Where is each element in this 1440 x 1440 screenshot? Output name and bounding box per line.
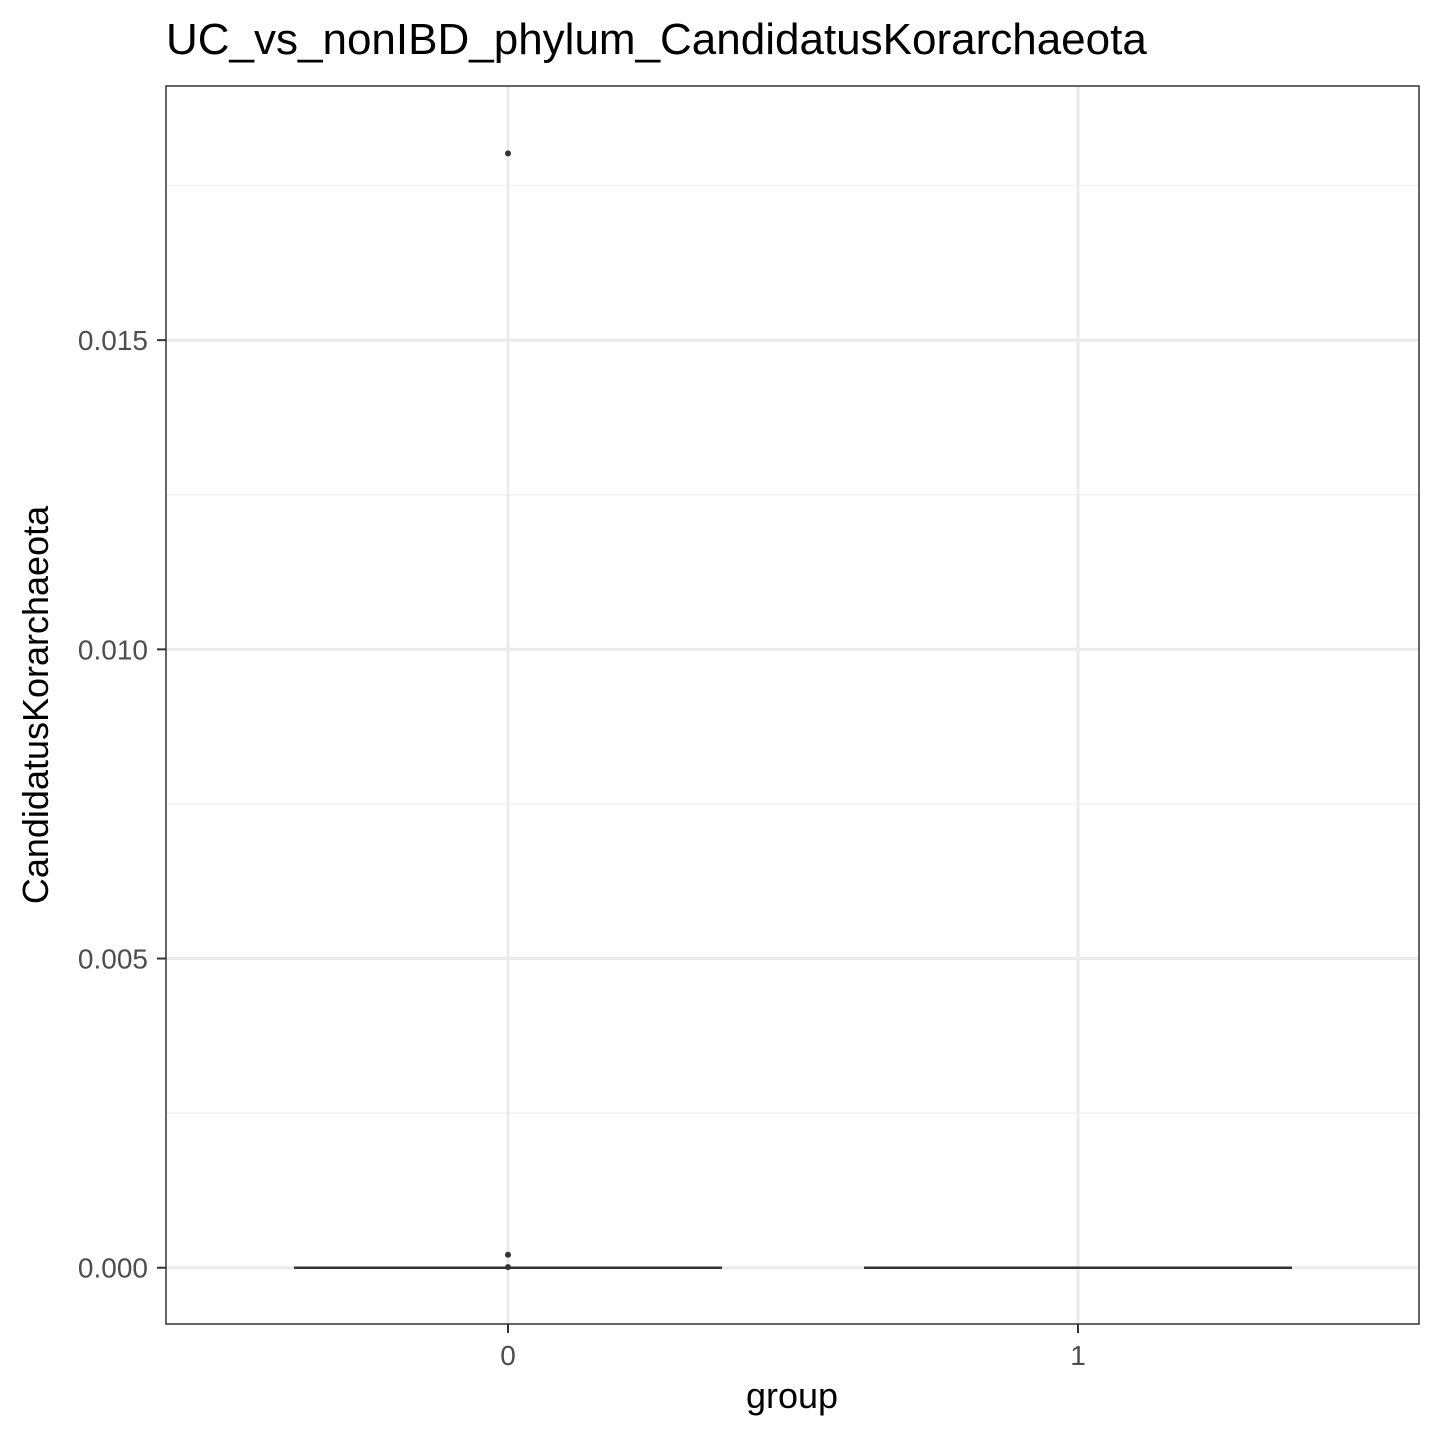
outlier-point [505,1264,511,1271]
panel-border [165,85,1420,1325]
x-axis-title: group [746,1375,838,1416]
x-tick-label: 0 [500,1340,516,1371]
y-tick-label: 0.000 [78,1253,148,1284]
grid [166,86,1419,1324]
y-tick-label: 0.015 [78,325,148,356]
x-tick-label: 1 [1070,1340,1086,1371]
outlier-points [505,150,511,1271]
y-tick-label: 0.005 [78,944,148,975]
chart-title: UC_vs_nonIBD_phylum_CandidatusKorarchaeo… [166,15,1147,64]
outlier-point [505,150,511,157]
outlier-point [505,1251,511,1258]
y-axis-title: CandidatusKorarchaeota [15,505,56,904]
y-tick-label: 0.010 [78,634,148,665]
y-axis: 0.000 0.005 0.010 0.015 [78,325,166,1284]
